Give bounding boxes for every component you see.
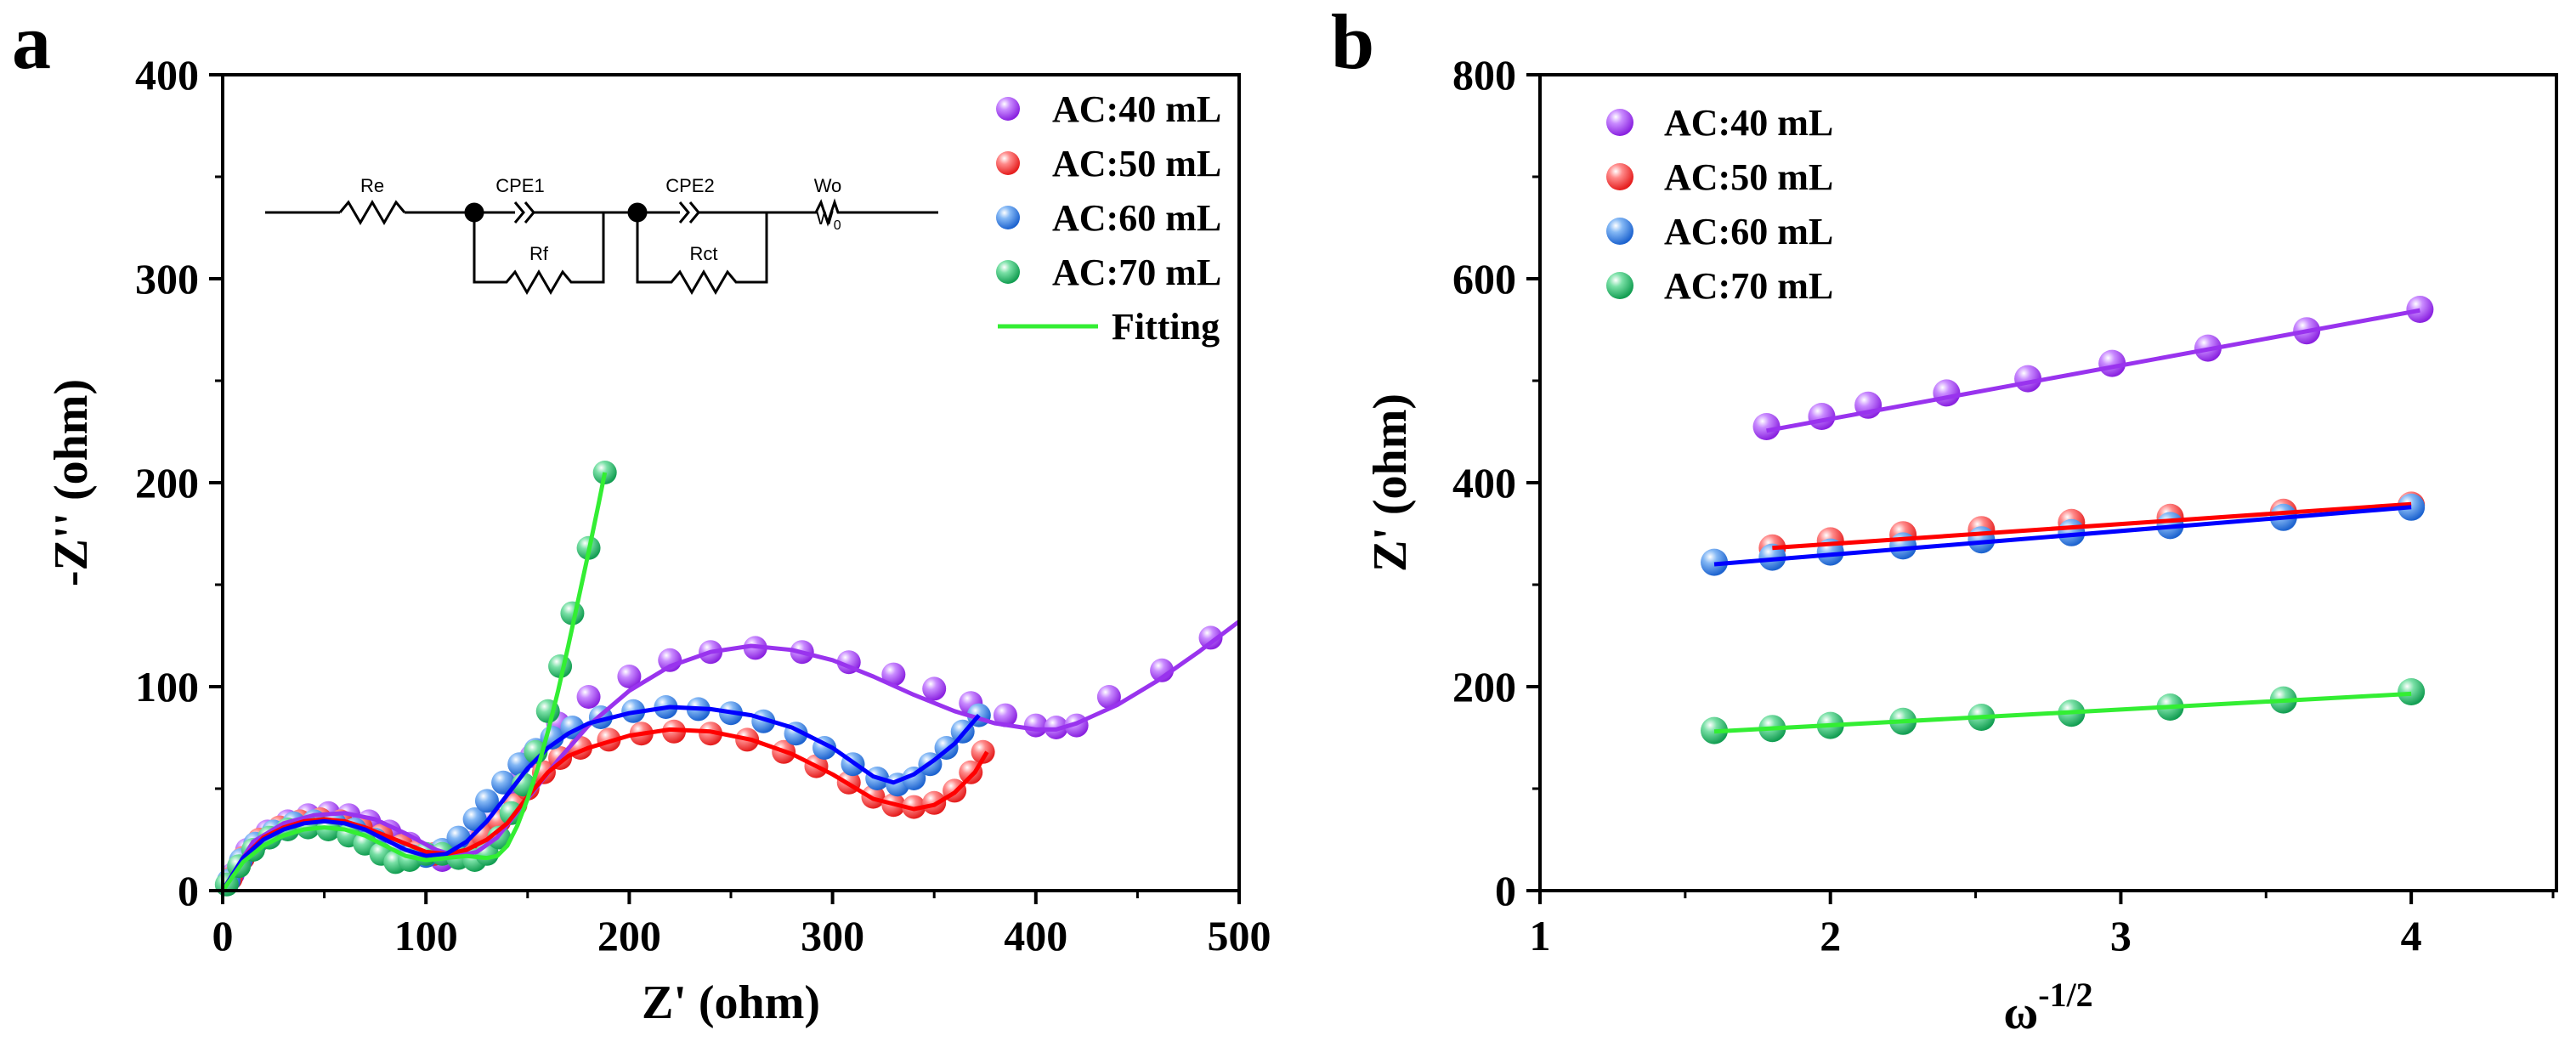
- y-tick-label: 200: [1452, 663, 1516, 710]
- data-point: [474, 789, 499, 813]
- panel-b-legend: AC:40 mL AC:50 mL AC:60 mL AC:70 mL: [1606, 102, 1833, 307]
- legend-label: AC:60 mL: [1664, 211, 1833, 252]
- x-tick-label: 300: [801, 912, 864, 959]
- data-point: [1023, 713, 1048, 738]
- y-tick-label: 400: [135, 51, 199, 99]
- x-tick-label: 1: [1530, 912, 1551, 959]
- circuit-node-2: [627, 202, 648, 223]
- legend-marker: [1606, 163, 1633, 190]
- circuit-label-cpe2: CPE2: [665, 175, 714, 196]
- data-point: [2398, 678, 2426, 705]
- legend-label: AC:70 mL: [1664, 265, 1833, 307]
- panel-b-plot-area: [1701, 296, 2434, 744]
- fit-line: [220, 472, 608, 892]
- y-tick-label: 0: [1495, 867, 1516, 914]
- panel-a-xlabel: Z' (ohm): [642, 976, 820, 1029]
- circuit-rf-branch: [473, 212, 605, 295]
- y-tick-label: 0: [178, 867, 199, 914]
- circuit-label-cpe1: CPE1: [495, 175, 544, 196]
- x-tick-label: 200: [597, 912, 661, 959]
- legend-marker: [996, 97, 1020, 121]
- legend-marker: [996, 206, 1020, 229]
- legend-label: AC:50 mL: [1664, 156, 1833, 198]
- data-point: [491, 770, 516, 795]
- data-point: [922, 676, 947, 701]
- x-tick-label: 400: [1004, 912, 1067, 959]
- y-tick-label: 300: [135, 255, 199, 303]
- legend-label: AC:70 mL: [1052, 252, 1221, 293]
- series-ac-40-ml: [1752, 296, 2434, 440]
- panel-a-plot-area: [214, 461, 1241, 897]
- fit-line: [220, 620, 1241, 892]
- data-point: [617, 665, 642, 688]
- panel-a-ticks: 0 100 200 300 400 500 0 100 200 300 400: [135, 51, 1271, 959]
- equivalent-circuit-inset: [265, 198, 938, 295]
- circuit-cpe1-branch: [474, 201, 603, 224]
- legend-marker: [996, 260, 1020, 284]
- legend-label: AC:50 mL: [1052, 143, 1221, 184]
- x-tick-label: 4: [2401, 912, 2422, 959]
- data-point: [2406, 296, 2434, 323]
- data-point: [993, 703, 1017, 727]
- x-tick-label: 2: [1820, 912, 1841, 959]
- y-tick-label: 100: [135, 663, 199, 710]
- panel-b-xlabel-main: ω: [2003, 987, 2038, 1039]
- legend-marker: [996, 151, 1020, 175]
- x-tick-label: 100: [394, 912, 458, 959]
- panel-a-ylabel: -Z'' (ohm): [45, 379, 98, 586]
- fit-line: [220, 705, 981, 892]
- data-point: [1808, 403, 1836, 430]
- circuit-rct-branch: [636, 212, 768, 295]
- circuit-resistor-re: [338, 200, 406, 225]
- data-point: [576, 685, 601, 709]
- legend-label: AC:40 mL: [1664, 102, 1833, 144]
- data-point: [1096, 685, 1121, 709]
- circuit-label-wo-symbol: W0: [816, 207, 841, 233]
- panel-b-ylabel: Z' (ohm): [1364, 393, 1417, 572]
- circuit-label-wo: Wo: [814, 175, 842, 196]
- legend-label: AC:40 mL: [1052, 88, 1221, 130]
- circuit-node-1: [464, 202, 484, 223]
- data-point: [881, 662, 906, 687]
- legend-marker: [1606, 272, 1633, 299]
- circuit-warburg: [767, 198, 938, 227]
- y-tick-label: 800: [1452, 51, 1516, 99]
- y-tick-label: 600: [1452, 255, 1516, 303]
- x-tick-label: 3: [2110, 912, 2132, 959]
- panel-b-xlabel-sup: -1/2: [2038, 976, 2092, 1014]
- legend-label: Fitting: [1112, 306, 1220, 348]
- panel-a: a 0 100 200 300 400 500 0 100 200 300 400 Z' (ohm)…: [12, 0, 1271, 1029]
- data-point: [1758, 543, 1786, 571]
- x-tick-label: 500: [1208, 912, 1271, 959]
- panel-b-xlabel: ω-1/2: [2003, 976, 2092, 1039]
- legend-label: AC:60 mL: [1052, 197, 1221, 239]
- legend-marker: [1606, 218, 1633, 245]
- data-point: [1198, 625, 1223, 650]
- data-point: [1752, 413, 1781, 440]
- panel-b-label: b: [1331, 0, 1374, 85]
- circuit-label-wo-sub: 0: [834, 218, 841, 233]
- circuit-cpe2-branch: [637, 201, 767, 224]
- panel-b-ticks: 1 2 3 4 0 200 400 600 800: [1452, 51, 2555, 959]
- circuit-label-wo-symbol-w: W: [816, 207, 834, 229]
- circuit-label-rf: Rf: [529, 243, 549, 264]
- y-tick-label: 200: [135, 459, 199, 507]
- panel-a-legend: AC:40 mL AC:50 mL AC:60 mL AC:70 mL Fitting: [996, 88, 1221, 348]
- series-ac-70-ml: [1701, 678, 2426, 744]
- panel-a-label: a: [12, 0, 51, 85]
- panel-b: b 1 2 3 4 0 200 400 600 800 ω-1/2 Z' (ohm) AC:40…: [1331, 0, 2558, 1039]
- fit-line: [1766, 308, 2420, 433]
- fit-line: [1772, 501, 2412, 551]
- data-point: [1150, 658, 1175, 682]
- y-tick-label: 400: [1452, 459, 1516, 507]
- data-point: [971, 739, 995, 764]
- circuit-label-rct: Rct: [690, 243, 718, 264]
- fit-line: [1713, 505, 2412, 567]
- legend-marker: [1606, 109, 1633, 136]
- circuit-label-re: Re: [360, 175, 384, 196]
- data-point: [1933, 379, 1961, 407]
- x-tick-label: 0: [212, 912, 234, 959]
- fit-line: [1713, 691, 2412, 734]
